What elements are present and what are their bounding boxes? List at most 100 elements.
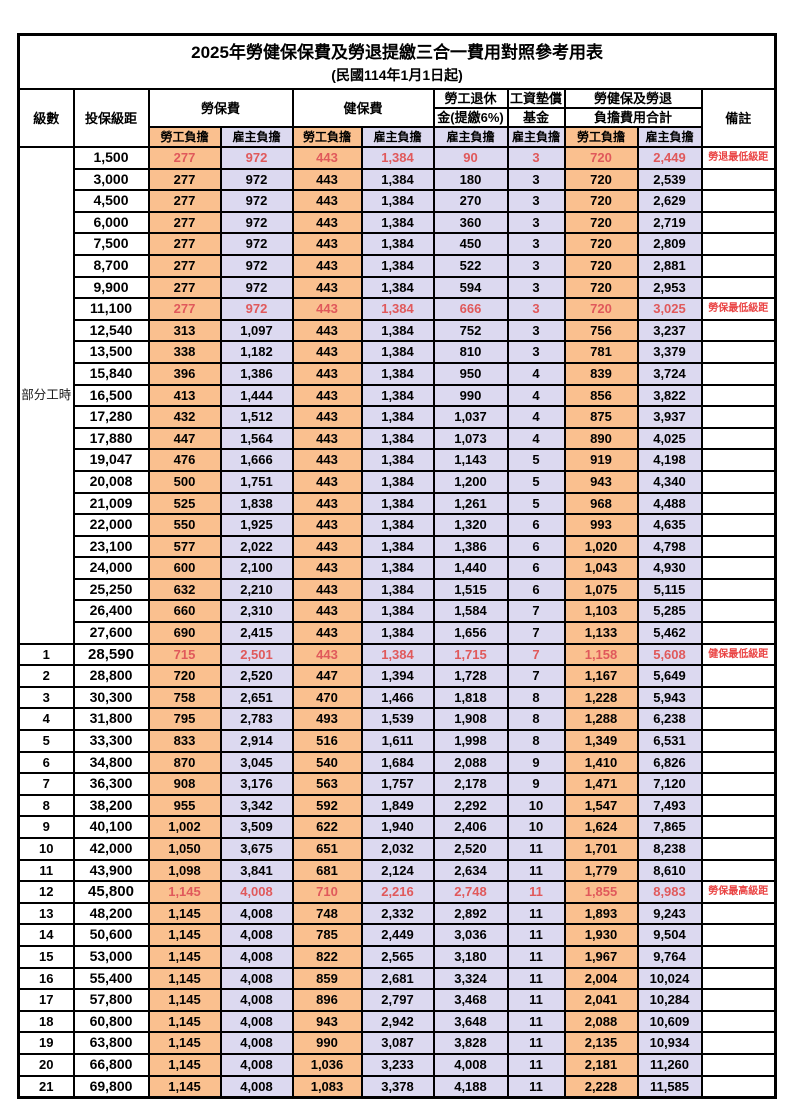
table-row: 25,250 632 2,210 443 1,384 1,515 6 1,075 5,115 — [19, 577, 777, 602]
remark-cell: 勞退最低級距 — [700, 146, 777, 170]
remark-cell — [700, 729, 777, 753]
value-cell: 277 — [147, 297, 222, 321]
value-cell: 1,666 — [219, 448, 294, 472]
value-cell: 443 — [291, 189, 363, 213]
table-row: 15 53,000 1,145 4,008 822 2,565 3,180 11 1,967 9,… — [17, 944, 777, 969]
value-cell: 277 — [147, 210, 222, 235]
remark-cell — [700, 232, 777, 256]
value-cell: 908 — [147, 772, 222, 796]
col-header-labor-insurance: 勞保費 — [147, 88, 294, 128]
value-cell: 2,449 — [636, 146, 703, 170]
value-cell: 1,145 — [147, 944, 222, 969]
bracket-cell: 38,200 — [72, 793, 150, 818]
value-cell: 2,032 — [360, 837, 435, 861]
value-cell: 3,087 — [360, 1031, 435, 1055]
value-cell: 1,656 — [432, 621, 509, 645]
value-cell: 1,908 — [432, 707, 509, 732]
level-cell: 3 — [17, 685, 75, 710]
value-cell: 11 — [506, 1009, 566, 1034]
value-cell: 720 — [563, 275, 639, 300]
value-cell: 277 — [147, 167, 222, 192]
bracket-cell: 60,800 — [72, 1009, 150, 1034]
value-cell: 666 — [432, 297, 509, 321]
remark-cell — [700, 340, 777, 364]
value-cell: 4 — [506, 361, 566, 386]
table-row: 1 28,590 715 2,501 443 1,384 1,715 7 1,158 5,608 健… — [17, 642, 777, 667]
table-row: 26,400 660 2,310 443 1,384 1,584 7 1,103 5,285 — [19, 599, 777, 624]
value-cell: 1,384 — [360, 448, 435, 472]
level-cell: 1 — [17, 642, 75, 667]
value-cell: 2,100 — [219, 556, 294, 580]
value-cell: 1,384 — [360, 232, 435, 256]
table-row: 2 28,800 720 2,520 447 1,394 1,728 7 1,167 5,649 — [17, 664, 777, 688]
value-cell: 525 — [147, 491, 222, 516]
value-cell: 2,634 — [432, 858, 509, 883]
value-cell: 4,930 — [636, 556, 703, 580]
value-cell: 2,629 — [636, 189, 703, 213]
value-cell: 632 — [147, 577, 222, 602]
value-cell: 443 — [291, 146, 363, 170]
bracket-cell: 28,800 — [72, 664, 150, 688]
value-cell: 443 — [291, 491, 363, 516]
value-cell: 1,611 — [360, 729, 435, 753]
value-cell: 1,967 — [563, 944, 639, 969]
value-cell: 1,145 — [147, 988, 222, 1012]
value-cell: 11,260 — [636, 1052, 703, 1077]
value-cell: 4,008 — [219, 988, 294, 1012]
value-cell: 720 — [147, 664, 222, 688]
table-row: 11,100 277 972 443 1,384 666 3 720 3,025 勞保最低級距 — [19, 297, 777, 321]
value-cell: 1,998 — [432, 729, 509, 753]
value-cell: 5,462 — [636, 621, 703, 645]
bracket-cell: 20,008 — [72, 469, 150, 494]
remark-cell — [700, 901, 777, 926]
value-cell: 2,953 — [636, 275, 703, 300]
remark-cell — [700, 599, 777, 624]
value-cell: 990 — [291, 1031, 363, 1055]
value-cell: 3,822 — [636, 383, 703, 408]
value-cell: 1,728 — [432, 664, 509, 688]
value-cell: 3 — [506, 167, 566, 192]
value-cell: 2,124 — [360, 858, 435, 883]
value-cell: 972 — [219, 146, 294, 170]
value-cell: 4,008 — [219, 880, 294, 904]
value-cell: 11 — [506, 1052, 566, 1077]
value-cell: 1,779 — [563, 858, 639, 883]
subheader-labor-employer: 雇主負擔 — [219, 126, 294, 148]
value-cell: 9 — [506, 772, 566, 796]
value-cell: 1,145 — [147, 1052, 222, 1077]
table-body: 部分工時 1,500 277 972 443 1,384 90 3 720 2,449 勞退最低級距… — [17, 146, 777, 1099]
value-cell: 7 — [506, 599, 566, 624]
value-cell: 1,384 — [360, 599, 435, 624]
value-cell: 2,881 — [636, 253, 703, 278]
value-cell: 1,384 — [360, 577, 435, 602]
col-header-health-insurance: 健保費 — [291, 88, 435, 128]
value-cell: 2,041 — [563, 988, 639, 1012]
value-cell: 1,384 — [360, 513, 435, 537]
value-cell: 2,539 — [636, 167, 703, 192]
value-cell: 500 — [147, 469, 222, 494]
value-cell: 10 — [506, 815, 566, 839]
value-cell: 1,143 — [432, 448, 509, 472]
table-row: 14 50,600 1,145 4,008 785 2,449 3,036 11 1,930 9,… — [17, 923, 777, 947]
value-cell: 856 — [563, 383, 639, 408]
value-cell: 1,384 — [360, 621, 435, 645]
value-cell: 4,008 — [219, 901, 294, 926]
value-cell: 3 — [506, 232, 566, 256]
table-row: 19,047 476 1,666 443 1,384 1,143 5 919 4,198 — [19, 448, 777, 472]
subheader-wage-fund-employer: 雇主負擔 — [506, 126, 566, 148]
value-cell: 10,284 — [636, 988, 703, 1012]
remark-cell — [700, 577, 777, 602]
bracket-cell: 31,800 — [72, 707, 150, 732]
col-header-total-line1: 勞健保及勞退 — [563, 88, 703, 109]
value-cell: 1,564 — [219, 426, 294, 451]
value-cell: 563 — [291, 772, 363, 796]
value-cell: 1,384 — [360, 469, 435, 494]
value-cell: 443 — [291, 253, 363, 278]
value-cell: 443 — [291, 318, 363, 343]
table-row: 3,000 277 972 443 1,384 180 3 720 2,539 — [19, 167, 777, 192]
col-header-total-line2: 負擔費用合計 — [563, 107, 703, 128]
title-cell: 2025年勞健保保費及勞退提繳三合一費用對照參考用表 (民國114年1月1日起) — [17, 33, 777, 90]
value-cell: 2,004 — [563, 966, 639, 991]
value-cell: 3 — [506, 275, 566, 300]
